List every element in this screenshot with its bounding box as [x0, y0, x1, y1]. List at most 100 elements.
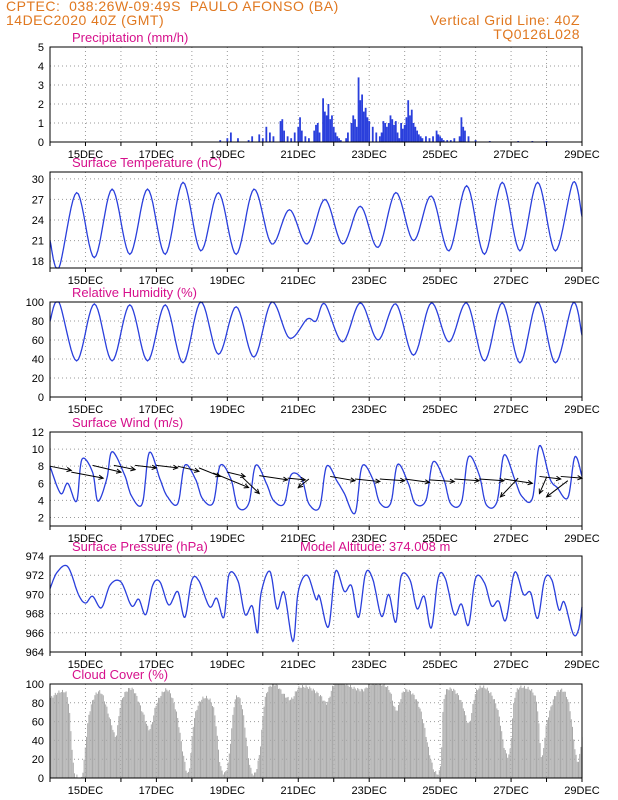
x-tick-label: 23DEC	[351, 533, 387, 545]
cloud-bar	[508, 754, 510, 778]
cloud-bar	[51, 695, 53, 778]
cloud-bar	[330, 690, 332, 778]
y-tick-label: 100	[26, 679, 44, 691]
cloud-bar	[184, 761, 186, 778]
cloud-bar	[69, 712, 71, 778]
cloud-bar	[104, 701, 105, 778]
precip-bar	[409, 115, 411, 142]
cloud-bar	[458, 695, 459, 778]
wind-arrow	[212, 472, 249, 489]
panel-title: Surface Pressure (hPa)	[72, 539, 208, 554]
cloud-bar	[521, 688, 523, 778]
wind-arrow	[429, 479, 455, 483]
x-tick-label: 23DEC	[351, 149, 387, 161]
cloud-bar	[296, 691, 297, 778]
y-tick-label: 20	[32, 373, 44, 385]
wind-arrow-head	[449, 478, 456, 484]
x-tick-label: 15DEC	[68, 275, 104, 287]
precip-bar	[361, 94, 364, 142]
cloud-bar	[297, 689, 299, 778]
cloud-bar	[470, 720, 471, 778]
cloud-bar	[408, 689, 410, 778]
cloud-bar	[177, 717, 179, 778]
cloud-bar	[164, 691, 165, 778]
cloud-bar	[246, 746, 248, 778]
cloud-bar	[491, 695, 493, 778]
wind-arrow	[49, 465, 72, 471]
cloud-bar	[188, 771, 189, 778]
precip-bar	[401, 128, 404, 142]
cloud-bar	[52, 697, 54, 778]
precip-bar	[347, 132, 349, 142]
cloud-bar	[293, 696, 295, 778]
cloud-bar	[74, 773, 75, 778]
y-tick-label: 40	[32, 354, 44, 366]
cloud-bar	[274, 685, 276, 778]
header-model-id: TQ0126L028	[493, 26, 580, 42]
cloud-bar	[490, 692, 492, 778]
cloud-bar	[502, 739, 504, 778]
cloud-bar	[186, 772, 188, 778]
cloud-bar	[161, 691, 163, 778]
cloud-bar	[543, 747, 545, 778]
x-tick-label: 25DEC	[422, 659, 458, 671]
y-tick-label: 30	[32, 174, 44, 186]
precip-bar	[382, 121, 385, 142]
cloud-bar	[423, 723, 425, 778]
cloud-bar	[231, 728, 233, 778]
cloud-bar	[153, 715, 155, 778]
precip-bar	[368, 121, 371, 142]
cloud-bar	[344, 684, 345, 778]
y-tick-label: 5	[38, 42, 44, 54]
cloud-bar	[396, 710, 398, 778]
cloud-bar	[238, 696, 240, 778]
cloud-bar	[360, 688, 362, 778]
x-tick-label: 27DEC	[493, 149, 529, 161]
cloud-bar	[562, 691, 564, 778]
cloud-bar	[100, 693, 102, 778]
cloud-bar	[545, 725, 547, 778]
cloud-bar	[143, 714, 145, 778]
cloud-bar	[371, 684, 373, 778]
cloud-bar	[189, 768, 191, 778]
precip-bar	[378, 136, 381, 142]
cloud-bar	[158, 697, 159, 778]
x-tick-label: 23DEC	[351, 275, 387, 287]
y-tick-label: 3	[38, 80, 44, 92]
cloud-bar	[399, 702, 401, 778]
x-tick-label: 17DEC	[139, 275, 175, 287]
cloud-bar	[304, 687, 306, 778]
precip-bar	[300, 130, 303, 142]
cloud-bar	[321, 696, 323, 778]
x-tick-label: 27DEC	[493, 404, 529, 416]
cloud-bar	[453, 688, 455, 778]
precip-bar	[366, 117, 369, 142]
cloud-bar	[516, 688, 518, 778]
cloud-bar	[348, 686, 350, 778]
precip-bar	[297, 126, 300, 142]
cloud-bar	[548, 717, 549, 778]
wind-arrow	[287, 477, 306, 481]
cloud-bar	[209, 698, 211, 778]
cloud-bar	[248, 758, 249, 778]
cloud-bar	[506, 753, 507, 778]
cloud-bar	[486, 687, 488, 778]
wind-arrow-head	[282, 476, 289, 482]
cloud-bar	[130, 689, 132, 778]
cloud-bar	[366, 687, 368, 778]
cloud-bar	[492, 699, 494, 778]
cloud-bar	[273, 684, 275, 778]
cloud-bar	[573, 739, 575, 778]
x-tick-label: 21DEC	[281, 404, 317, 416]
cloud-bar	[220, 766, 222, 778]
cloud-bar	[431, 762, 433, 778]
cloud-bar	[232, 714, 234, 778]
cloud-bar	[358, 689, 360, 778]
cloud-bar	[267, 691, 269, 778]
cloud-bar	[488, 690, 489, 778]
cloud-bar	[424, 727, 426, 778]
wind-arrow	[500, 477, 519, 498]
precip-bar	[265, 126, 268, 142]
cloud-bar	[477, 690, 479, 778]
precip-bar	[416, 130, 418, 142]
